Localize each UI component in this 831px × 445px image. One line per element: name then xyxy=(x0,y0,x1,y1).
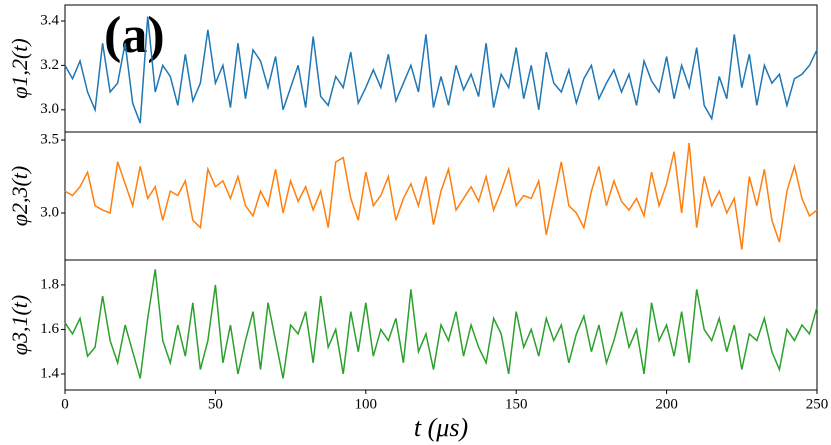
y-axis-label: φ1,2(t) xyxy=(7,38,32,98)
x-tick-label: 50 xyxy=(208,396,223,412)
y-tick-label: 3.0 xyxy=(40,101,59,117)
data-line xyxy=(64,269,818,379)
panel-frame xyxy=(64,259,818,391)
x-tick-label: 250 xyxy=(806,396,829,412)
y-tick-label: 1.8 xyxy=(40,276,59,292)
x-axis-label: t (μs) xyxy=(414,413,468,442)
data-line xyxy=(64,142,818,250)
data-line xyxy=(64,16,818,124)
y-axis-label: φ3,1(t) xyxy=(7,295,32,355)
y-tick-label: 3.5 xyxy=(40,131,59,147)
x-tick-label: 100 xyxy=(355,396,378,412)
y-tick-label: 3.0 xyxy=(40,204,59,220)
y-tick-label: 3.2 xyxy=(40,57,59,73)
y-tick-label: 3.4 xyxy=(40,12,59,28)
y-tick-label: 1.6 xyxy=(40,321,59,337)
panel-annotation: (a) xyxy=(104,7,165,64)
x-tick-label: 200 xyxy=(655,396,678,412)
panel-frame xyxy=(64,4,818,133)
x-tick-label: 0 xyxy=(61,396,69,412)
x-tick-label: 150 xyxy=(505,396,528,412)
y-axis-label: φ2,3(t) xyxy=(7,166,32,226)
y-tick-label: 1.4 xyxy=(40,365,59,381)
